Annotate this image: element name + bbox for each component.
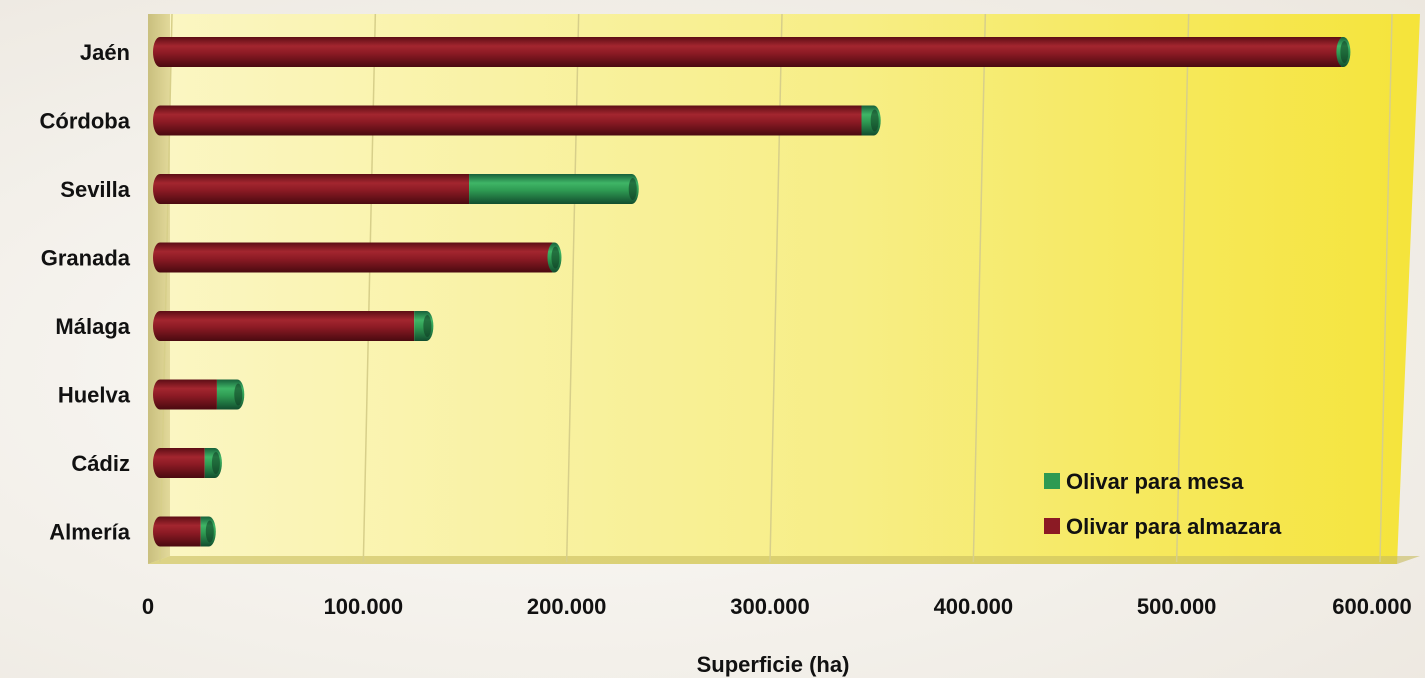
- bar-end-cap-face: [628, 178, 637, 200]
- bar-group: [153, 448, 222, 478]
- legend-item-almazara: Olivar para almazara: [1044, 514, 1282, 539]
- category-label: Málaga: [55, 314, 130, 339]
- bar-end-cap-face: [205, 520, 214, 543]
- bar-segment: [160, 242, 553, 273]
- category-label: Cádiz: [71, 451, 130, 476]
- bar-segment: [160, 516, 201, 547]
- plot-floor: [148, 556, 1420, 564]
- bar-segment: [160, 448, 205, 478]
- plot-back-wall: [148, 14, 1420, 564]
- bar-segment: [160, 37, 1342, 67]
- bar-group: [153, 379, 245, 410]
- category-label: Huelva: [58, 383, 131, 408]
- bar-end-cap-face: [551, 246, 560, 269]
- bar-segment: [160, 311, 415, 341]
- legend-label-almazara: Olivar para almazara: [1066, 514, 1282, 539]
- category-label: Jaén: [80, 40, 130, 65]
- x-axis-title: Superficie (ha): [697, 652, 850, 677]
- legend-swatch-mesa: [1044, 473, 1060, 489]
- category-label: Córdoba: [40, 109, 131, 134]
- x-tick-label: 600.000: [1332, 594, 1412, 619]
- bar-segment: [160, 105, 862, 136]
- gridline: [1379, 13, 1393, 563]
- plot-side-wall: [148, 14, 170, 564]
- bars: [153, 37, 1351, 547]
- bar-end-cap-face: [423, 315, 432, 337]
- x-tick-label: 400.000: [934, 594, 1014, 619]
- legend-swatch-almazara: [1044, 518, 1060, 534]
- bar-group: [153, 242, 562, 273]
- x-tick-label: 300.000: [730, 594, 810, 619]
- category-label: Almería: [49, 520, 130, 545]
- gridline: [972, 13, 987, 563]
- bar-segment: [160, 379, 217, 410]
- category-label: Granada: [41, 246, 131, 271]
- x-tick-label: 0: [142, 594, 154, 619]
- bar-end-cap-face: [1340, 41, 1349, 63]
- bar-group: [153, 105, 881, 136]
- bar-end-cap-face: [870, 109, 879, 132]
- bar-group: [153, 37, 1351, 67]
- category-label: Sevilla: [60, 177, 130, 202]
- bar-group: [153, 311, 434, 341]
- category-labels: Jaén Córdoba Sevilla Granada Málaga Huelva Cád…: [40, 40, 131, 545]
- bar-segment: [469, 174, 632, 204]
- legend-item-mesa: Olivar para mesa: [1044, 469, 1244, 494]
- gridline: [1175, 13, 1190, 563]
- bar-end-cap-face: [234, 383, 243, 406]
- x-tick-labels: 0 100.000 200.000 300.000 400.000 500.000 600.…: [142, 594, 1412, 619]
- bar-segment: [160, 174, 470, 204]
- gridline: [769, 13, 783, 563]
- legend-label-mesa: Olivar para mesa: [1066, 469, 1244, 494]
- gridline: [565, 13, 580, 563]
- x-tick-label: 200.000: [527, 594, 607, 619]
- bar-end-cap-face: [211, 452, 220, 474]
- gridline: [362, 13, 377, 563]
- bar-group: [153, 174, 639, 204]
- x-tick-label: 500.000: [1137, 594, 1217, 619]
- x-tick-label: 100.000: [324, 594, 404, 619]
- legend: Olivar para mesa Olivar para almazara: [1044, 469, 1282, 539]
- bar-group: [153, 516, 216, 547]
